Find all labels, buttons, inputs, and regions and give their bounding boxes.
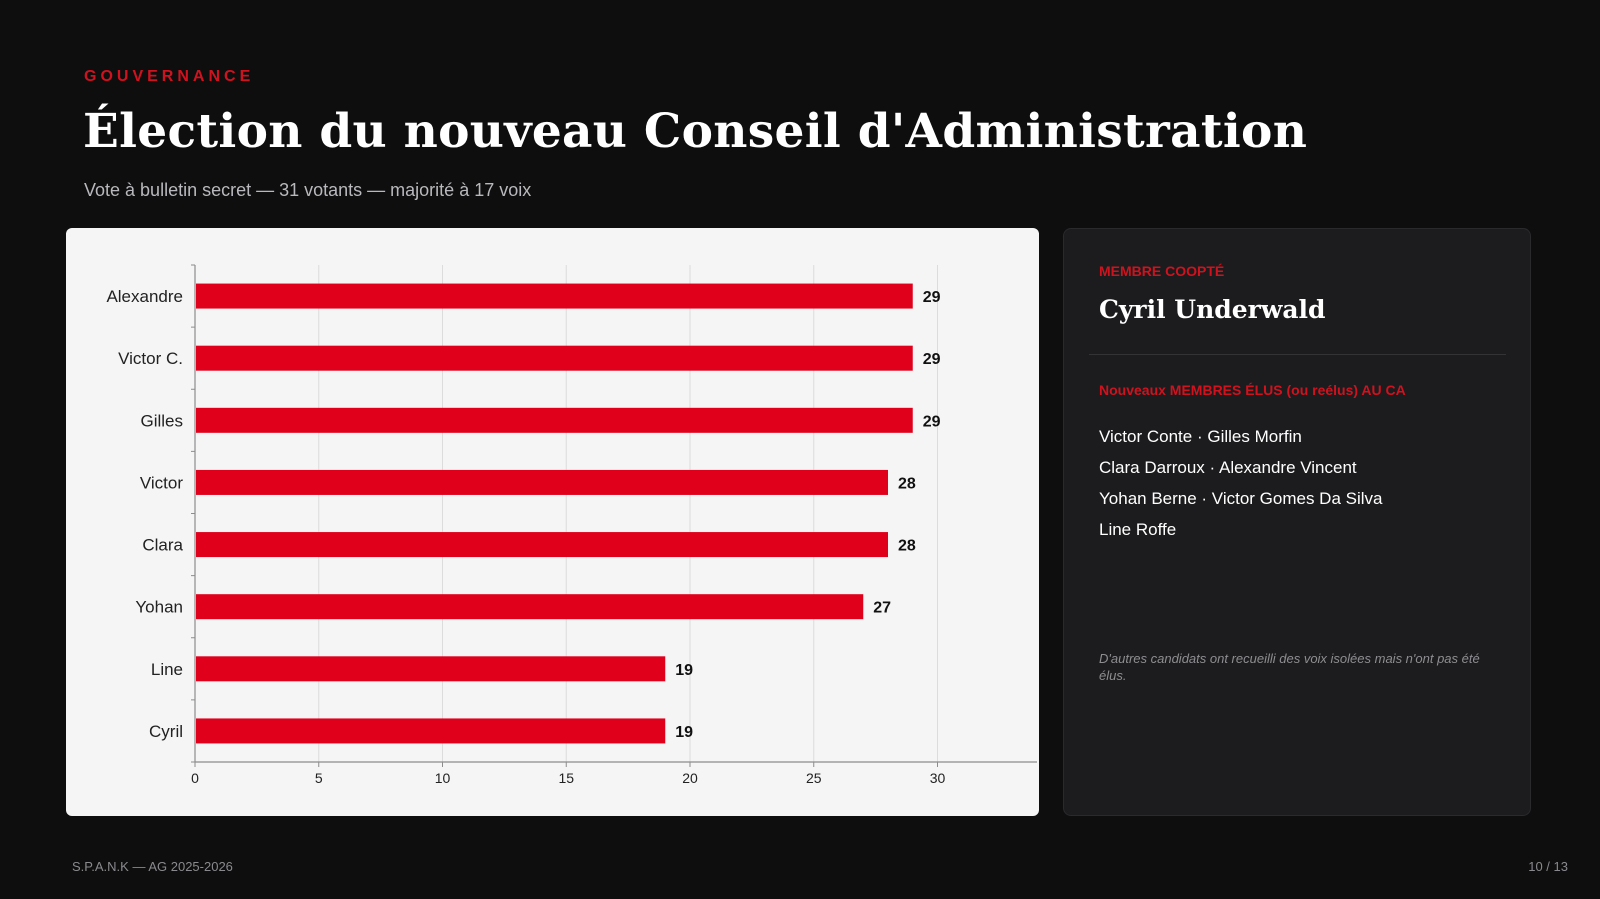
bar: [196, 469, 888, 495]
value-label: 29: [923, 289, 941, 306]
x-tick-label: 25: [806, 770, 822, 786]
x-tick-label: 20: [682, 770, 698, 786]
bar: [196, 594, 864, 620]
elected-members-list: Victor Conte · Gilles Morfin Clara Darro…: [1099, 421, 1382, 545]
x-tick-label: 5: [315, 770, 323, 786]
category-label: Line: [151, 660, 183, 679]
elected-members-panel: MEMBRE COOPTÉ Cyril Underwald Nouveaux M…: [1063, 228, 1531, 816]
elected-members-label: Nouveaux MEMBRES ÉLUS (ou reélus) AU CA: [1099, 382, 1406, 398]
elected-members-line: Clara Darroux · Alexandre Vincent: [1099, 458, 1357, 477]
panel-divider: [1089, 354, 1506, 355]
bar: [196, 532, 888, 558]
category-label: Alexandre: [106, 287, 183, 306]
category-label: Yohan: [135, 598, 183, 617]
value-label: 29: [923, 413, 941, 430]
value-label: 28: [898, 475, 916, 492]
slide-subtitle: Vote à bulletin secret — 31 votants — ma…: [84, 180, 532, 200]
bar: [196, 718, 666, 744]
bar: [196, 407, 913, 433]
elected-members-line: Yohan Berne · Victor Gomes Da Silva: [1099, 489, 1383, 508]
value-label: 29: [923, 351, 941, 368]
category-label: Victor: [140, 473, 183, 492]
coopted-member-name: Cyril Underwald: [1099, 295, 1326, 324]
category-label: Victor C.: [118, 349, 183, 368]
footer-org-label: S.P.A.N.K — AG 2025-2026: [72, 859, 233, 874]
value-label: 28: [898, 538, 916, 555]
bar: [196, 283, 913, 309]
x-tick-label: 0: [191, 770, 199, 786]
value-label: 27: [873, 600, 891, 617]
category-label: Clara: [142, 536, 183, 555]
value-label: 19: [675, 662, 693, 679]
section-eyebrow: GOUVERNANCE: [84, 68, 255, 85]
bar: [196, 656, 666, 682]
category-label: Gilles: [140, 411, 183, 430]
elected-members-line: Line Roffe: [1099, 520, 1177, 539]
vote-bar-chart: 0 5 10 15 20 25 30 Alexandre 29 Victor C. 29 Gilles…: [106, 264, 1037, 786]
slide-title: Élection du nouveau Conseil d'Administra…: [83, 104, 1308, 159]
x-tick-label: 30: [930, 770, 946, 786]
x-tick-label: 15: [558, 770, 574, 786]
category-label: Cyril: [149, 722, 183, 741]
value-label: 19: [675, 724, 693, 741]
panel-footnote: D'autres candidats ont recueilli des voi…: [1099, 651, 1480, 683]
chart-card: 0 5 10 15 20 25 30 Alexandre 29 Victor C. 29 Gilles…: [66, 228, 1039, 816]
bar: [196, 345, 913, 371]
coopted-member-label: MEMBRE COOPTÉ: [1099, 263, 1225, 279]
x-tick-label: 10: [435, 770, 451, 786]
page-number: 10 / 13: [1528, 859, 1568, 874]
elected-members-line: Victor Conte · Gilles Morfin: [1099, 427, 1302, 446]
